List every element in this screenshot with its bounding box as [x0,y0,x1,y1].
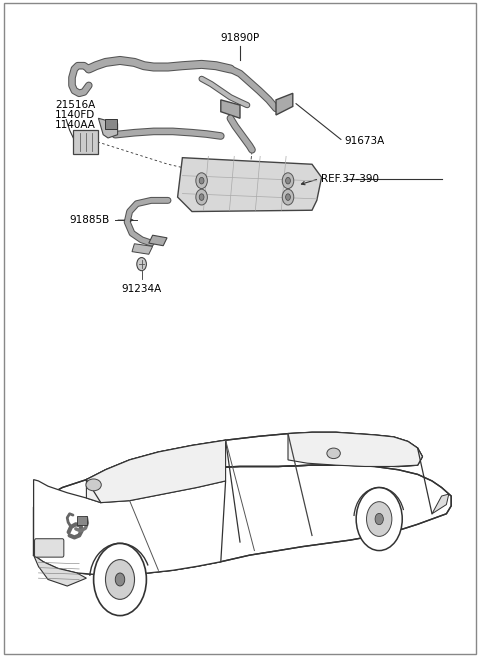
Circle shape [106,560,134,599]
Polygon shape [178,158,322,212]
Circle shape [282,189,294,205]
FancyBboxPatch shape [35,539,64,557]
Polygon shape [132,244,153,254]
Circle shape [137,258,146,271]
Polygon shape [34,480,226,575]
Text: 91890P: 91890P [220,33,260,43]
Polygon shape [34,555,86,586]
FancyBboxPatch shape [73,130,98,154]
Circle shape [356,487,402,551]
Polygon shape [288,432,422,466]
Polygon shape [86,432,422,480]
Circle shape [282,173,294,189]
Text: 91885B: 91885B [70,215,110,225]
Ellipse shape [86,479,101,491]
Circle shape [196,173,207,189]
Text: 21516A: 21516A [55,100,96,110]
Text: 1140AA: 1140AA [55,120,96,130]
Circle shape [115,573,125,586]
Circle shape [199,194,204,200]
Polygon shape [34,465,451,575]
Circle shape [199,177,204,184]
Text: 1140FD: 1140FD [55,110,96,120]
FancyBboxPatch shape [77,516,87,525]
Circle shape [286,194,290,200]
Polygon shape [86,440,226,503]
FancyBboxPatch shape [105,119,117,129]
Circle shape [367,502,392,536]
Text: REF.37-390: REF.37-390 [321,173,379,184]
Circle shape [196,189,207,205]
Circle shape [286,177,290,184]
Ellipse shape [327,448,340,459]
Circle shape [375,513,384,525]
Polygon shape [276,93,293,115]
Text: 91234A: 91234A [121,284,162,294]
Polygon shape [432,494,449,514]
Polygon shape [98,118,118,138]
Text: 91673A: 91673A [345,136,385,147]
Circle shape [94,543,146,616]
Polygon shape [221,100,240,118]
Polygon shape [149,235,167,246]
